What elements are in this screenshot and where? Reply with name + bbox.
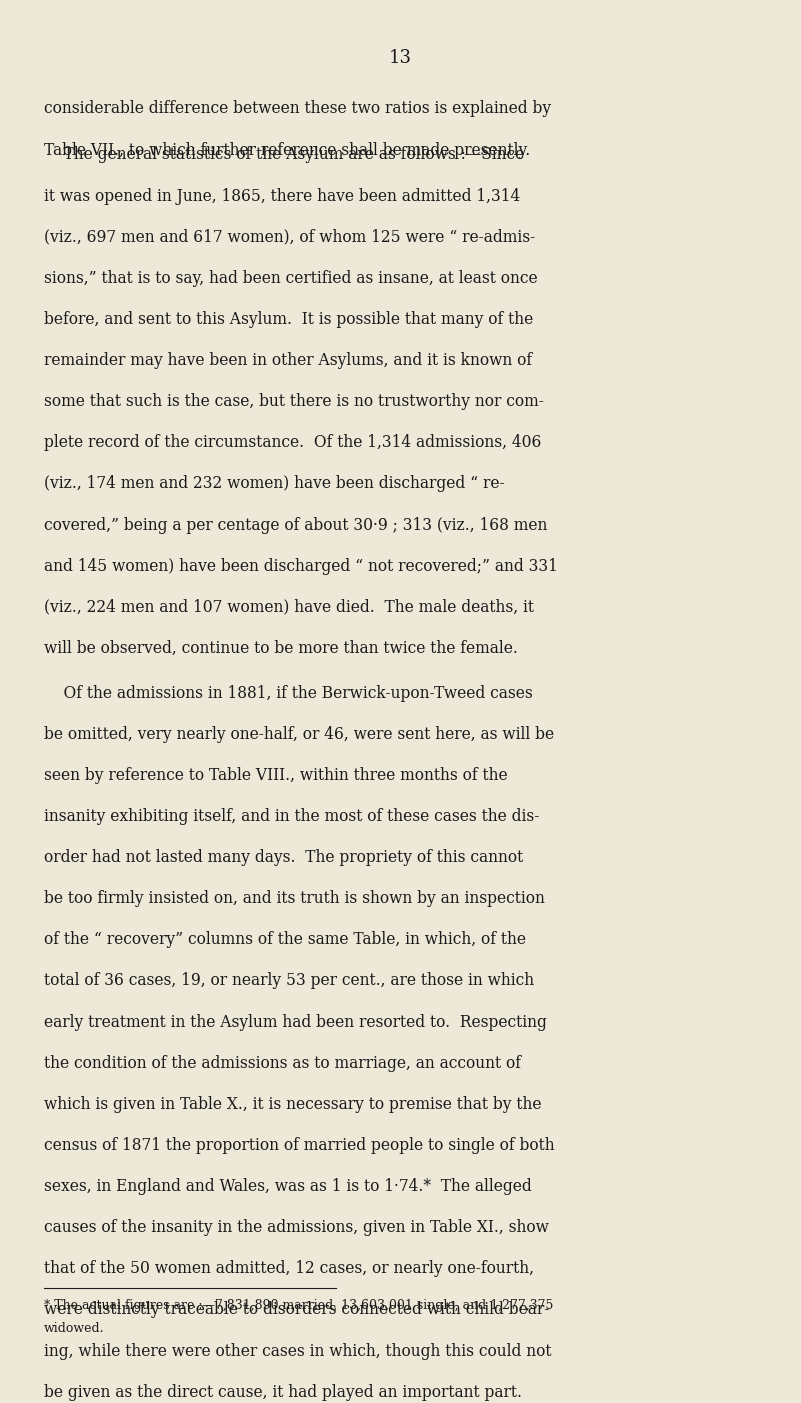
Text: covered,” being a per centage of about 30·9 ; 313 (viz., 168 men: covered,” being a per centage of about 3… [44, 516, 547, 533]
Text: (viz., 224 men and 107 women) have died.  The male deaths, it: (viz., 224 men and 107 women) have died.… [44, 599, 534, 616]
Text: sions,” that is to say, had been certified as insane, at least once: sions,” that is to say, had been certifi… [44, 269, 537, 286]
Text: some that such is the case, but there is no trustworthy nor com-: some that such is the case, but there is… [44, 393, 544, 410]
Text: ing, while there were other cases in which, though this could not: ing, while there were other cases in whi… [44, 1343, 552, 1360]
Text: be too firmly insisted on, and its truth is shown by an inspection: be too firmly insisted on, and its truth… [44, 890, 545, 908]
Text: it was opened in June, 1865, there have been admitted 1,314: it was opened in June, 1865, there have … [44, 188, 521, 205]
Text: and 145 women) have been discharged “ not recovered;” and 331: and 145 women) have been discharged “ no… [44, 557, 558, 575]
Text: * The actual figures are :—7,831,890 married, 13,603,001 single, and 1,277,375: * The actual figures are :—7,831,890 mar… [44, 1299, 553, 1312]
Text: of the “ recovery” columns of the same Table, in which, of the: of the “ recovery” columns of the same T… [44, 932, 526, 948]
Text: (viz., 174 men and 232 women) have been discharged “ re-: (viz., 174 men and 232 women) have been … [44, 476, 505, 492]
Text: were distinctly traceable to disorders connected with child bear-: were distinctly traceable to disorders c… [44, 1302, 549, 1319]
Text: causes of the insanity in the admissions, given in Table XI., show: causes of the insanity in the admissions… [44, 1219, 549, 1236]
Text: widowed.: widowed. [44, 1322, 105, 1334]
Text: 13: 13 [389, 49, 412, 67]
Text: census of 1871 the proportion of married people to single of both: census of 1871 the proportion of married… [44, 1136, 554, 1153]
Text: insanity exhibiting itself, and in the most of these cases the dis-: insanity exhibiting itself, and in the m… [44, 808, 539, 825]
Text: seen by reference to Table VIII., within three months of the: seen by reference to Table VIII., within… [44, 767, 508, 784]
Text: remainder may have been in other Asylums, and it is known of: remainder may have been in other Asylums… [44, 352, 532, 369]
Text: which is given in Table X., it is necessary to premise that by the: which is given in Table X., it is necess… [44, 1096, 541, 1113]
Text: Table VII., to which further reference shall be made presently.: Table VII., to which further reference s… [44, 142, 530, 159]
Text: be omitted, very nearly one-half, or 46, were sent here, as will be: be omitted, very nearly one-half, or 46,… [44, 725, 554, 742]
Text: (viz., 697 men and 617 women), of whom 125 were “ re-admis-: (viz., 697 men and 617 women), of whom 1… [44, 229, 535, 246]
Text: order had not lasted many days.  The propriety of this cannot: order had not lasted many days. The prop… [44, 849, 523, 866]
Text: Of the admissions in 1881, if the Berwick-upon-Tweed cases: Of the admissions in 1881, if the Berwic… [44, 685, 533, 702]
Text: sexes, in England and Wales, was as 1 is to 1·74.*  The alleged: sexes, in England and Wales, was as 1 is… [44, 1179, 532, 1195]
Text: that of the 50 women admitted, 12 cases, or nearly one-fourth,: that of the 50 women admitted, 12 cases,… [44, 1260, 534, 1277]
Text: early treatment in the Asylum had been resorted to.  Respecting: early treatment in the Asylum had been r… [44, 1013, 547, 1031]
Text: total of 36 cases, 19, or nearly 53 per cent., are those in which: total of 36 cases, 19, or nearly 53 per … [44, 972, 534, 989]
Text: The general statistics of the Asylum are as follows :—Since: The general statistics of the Asylum are… [44, 146, 525, 163]
Text: the condition of the admissions as to marriage, an account of: the condition of the admissions as to ma… [44, 1055, 521, 1072]
Text: considerable difference between these two ratios is explained by: considerable difference between these tw… [44, 101, 551, 118]
Text: be given as the direct cause, it had played an important part.: be given as the direct cause, it had pla… [44, 1383, 522, 1400]
Text: before, and sent to this Asylum.  It is possible that many of the: before, and sent to this Asylum. It is p… [44, 311, 533, 328]
Text: will be observed, continue to be more than twice the female.: will be observed, continue to be more th… [44, 640, 518, 657]
Text: plete record of the circumstance.  Of the 1,314 admissions, 406: plete record of the circumstance. Of the… [44, 435, 541, 452]
